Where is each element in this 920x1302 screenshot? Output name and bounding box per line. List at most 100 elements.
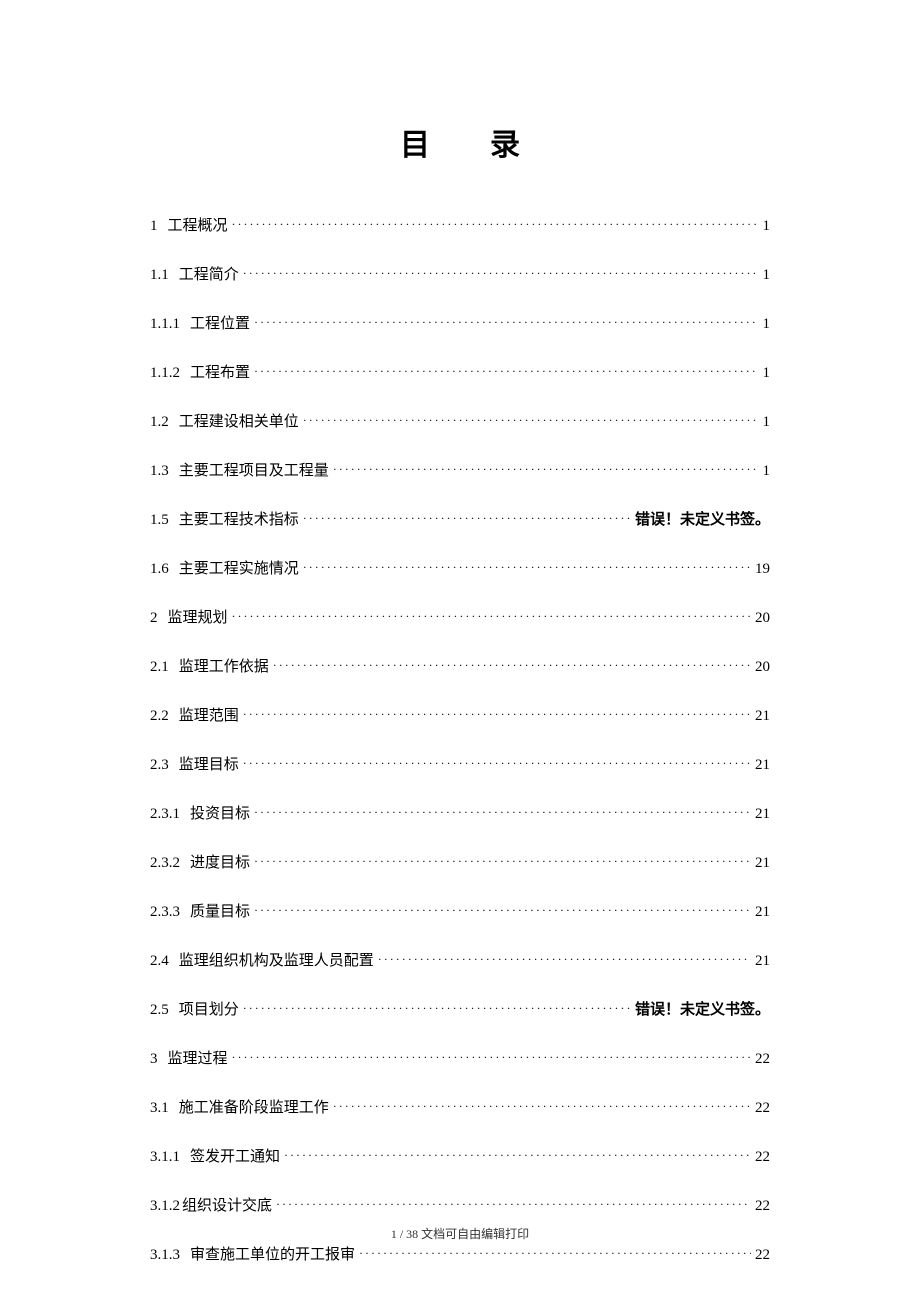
toc-leader-dots — [378, 952, 751, 967]
toc-entry: 1.1.2 工程布置 1 — [150, 361, 770, 382]
toc-entry-number: 3.1.1 — [150, 1149, 180, 1166]
toc-entry-number: 1.1.1 — [150, 316, 180, 333]
toc-entry-page: 21 — [755, 953, 770, 970]
toc-entry: 2.5 项目划分 错误！未定义书签。 — [150, 998, 770, 1019]
toc-entry-text: 主要工程实施情况 — [179, 557, 299, 578]
toc-entry-text: 主要工程技术指标 — [179, 508, 299, 529]
toc-leader-dots — [254, 315, 758, 330]
toc-entry-text: 工程建设相关单位 — [179, 410, 299, 431]
toc-entry-text: 投资目标 — [190, 802, 250, 823]
toc-leader-dots — [243, 756, 751, 771]
toc-entry-error: 错误！未定义书签。 — [635, 998, 770, 1019]
toc-leader-dots — [232, 609, 751, 624]
toc-entry-text: 审查施工单位的开工报审 — [190, 1243, 355, 1264]
toc-entry: 1.3主要工程项目及工程量1 — [150, 459, 770, 480]
toc-entry: 3.1 施工准备阶段监理工作 22 — [150, 1096, 770, 1117]
toc-entry: 1.2 工程建设相关单位 1 — [150, 410, 770, 431]
toc-leader-dots — [276, 1197, 751, 1212]
toc-entry-page: 21 — [755, 708, 770, 725]
toc-leader-dots — [243, 707, 751, 722]
toc-entry-text: 进度目标 — [190, 851, 250, 872]
toc-entry-page: 20 — [755, 610, 770, 627]
toc-entry: 2.4监理组织机构及监理人员配置21 — [150, 949, 770, 970]
toc-entry-page: 22 — [755, 1247, 770, 1264]
toc-entry-page: 21 — [755, 855, 770, 872]
toc-entry-page: 20 — [755, 659, 770, 676]
toc-leader-dots — [359, 1246, 751, 1261]
toc-entry: 3.1.2组织设计交底22 — [150, 1194, 770, 1215]
toc-entry: 2.3.2 进度目标 21 — [150, 851, 770, 872]
toc-entry-page: 1 — [763, 267, 771, 284]
toc-leader-dots — [232, 217, 759, 232]
toc-entry-number: 1.3 — [150, 463, 169, 480]
toc-leader-dots — [284, 1148, 751, 1163]
toc-entry-number: 3.1 — [150, 1100, 169, 1117]
toc-entry-page: 21 — [755, 806, 770, 823]
toc-entry: 2.1 监理工作依据 20 — [150, 655, 770, 676]
toc-entry-text: 监理过程 — [168, 1047, 228, 1068]
toc-entry-number: 2.3.2 — [150, 855, 180, 872]
document-page: 目录 1工程概况11.1工程简介11.1.1工程位置11.1.2工程布置11.2… — [0, 0, 920, 1302]
toc-entry-error: 错误！未定义书签。 — [635, 508, 770, 529]
toc-entry: 1工程概况1 — [150, 214, 770, 235]
toc-entry: 2.2监理范围21 — [150, 704, 770, 725]
toc-entry-text: 工程位置 — [190, 312, 250, 333]
toc-entry-number: 1.1.2 — [150, 365, 180, 382]
toc-leader-dots — [333, 462, 759, 477]
toc-leader-dots — [273, 658, 751, 673]
toc-entry-text: 工程概况 — [168, 214, 228, 235]
toc-entry-number: 2.3 — [150, 757, 169, 774]
toc-leader-dots — [303, 511, 631, 526]
toc-entry-text: 监理范围 — [179, 704, 239, 725]
toc-entry-number: 3.1.3 — [150, 1247, 180, 1264]
toc-entry-text: 质量目标 — [190, 900, 250, 921]
toc-entry-number: 2.3.1 — [150, 806, 180, 823]
page-footer: 1 / 38 文档可自由编辑打印 — [0, 1225, 920, 1242]
toc-entry: 2 监理规划 20 — [150, 606, 770, 627]
toc-entry: 1.1.1 工程位置 1 — [150, 312, 770, 333]
toc-entry-text: 主要工程项目及工程量 — [179, 459, 329, 480]
toc-leader-dots — [254, 805, 751, 820]
toc-entry-page: 22 — [755, 1100, 770, 1117]
toc-entry-text: 工程布置 — [190, 361, 250, 382]
toc-entry-number: 1.6 — [150, 561, 169, 578]
toc-leader-dots — [243, 1001, 631, 1016]
toc-leader-dots — [254, 364, 758, 379]
toc-entry: 3.1.1 签发开工通知 22 — [150, 1145, 770, 1166]
toc-entry: 2.3 监理目标 21 — [150, 753, 770, 774]
toc-entry: 1.6 主要工程实施情况 19 — [150, 557, 770, 578]
toc-entry-page: 21 — [755, 757, 770, 774]
toc-entry-number: 1.5 — [150, 512, 169, 529]
toc-leader-dots — [303, 560, 751, 575]
toc-entry-text: 监理规划 — [168, 606, 228, 627]
toc-entry-text: 签发开工通知 — [190, 1145, 280, 1166]
toc-entry-page: 1 — [763, 365, 771, 382]
toc-entry-text: 监理组织机构及监理人员配置 — [179, 949, 374, 970]
toc-entry: 2.3.1 投资目标 21 — [150, 802, 770, 823]
toc-entry-page: 1 — [763, 218, 771, 235]
toc-entry-number: 3.1.2 — [150, 1198, 180, 1215]
toc-entry-number: 2.5 — [150, 1002, 169, 1019]
toc-entry-text: 监理目标 — [179, 753, 239, 774]
toc-entry-text: 项目划分 — [179, 998, 239, 1019]
toc-entry-number: 2 — [150, 610, 158, 627]
toc-entry-text: 施工准备阶段监理工作 — [179, 1096, 329, 1117]
toc-entry-number: 2.1 — [150, 659, 169, 676]
toc-entry: 2.3.3质量目标21 — [150, 900, 770, 921]
toc-entry-page: 22 — [755, 1149, 770, 1166]
toc-entry-page: 19 — [755, 561, 770, 578]
toc-entry: 3.1.3 审查施工单位的开工报审 22 — [150, 1243, 770, 1264]
toc-entry-text: 工程简介 — [179, 263, 239, 284]
toc-leader-dots — [254, 903, 751, 918]
toc-entry: 3监理过程22 — [150, 1047, 770, 1068]
toc-entry-page: 1 — [763, 414, 771, 431]
toc-leader-dots — [303, 413, 759, 428]
toc-entry-page: 1 — [763, 316, 771, 333]
table-of-contents: 1 工程概况 1 1.1 工程简介 1 1.1.1 工程位置 1 1.1.2 工程布置 1 1.2 工程建… — [150, 214, 770, 1264]
toc-entry-number: 1.1 — [150, 267, 169, 284]
toc-entry-number: 1.2 — [150, 414, 169, 431]
toc-entry-text: 监理工作依据 — [179, 655, 269, 676]
toc-entry-number: 2.3.3 — [150, 904, 180, 921]
toc-leader-dots — [232, 1050, 751, 1065]
toc-entry: 1.5 主要工程技术指标 错误！未定义书签。 — [150, 508, 770, 529]
